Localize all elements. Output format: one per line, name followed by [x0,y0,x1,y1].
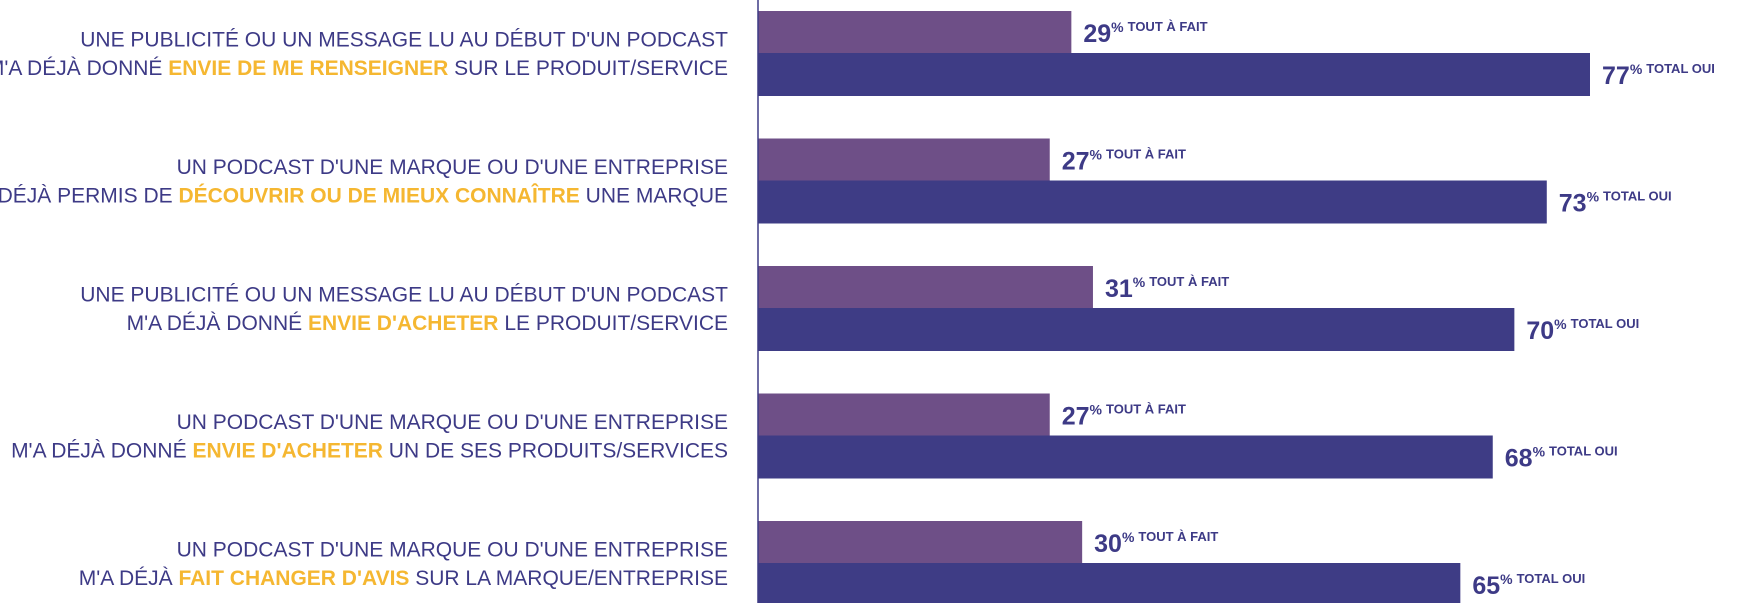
value-unit: % [1533,443,1546,459]
series-name: TOUT À FAIT [1106,147,1186,162]
value-unit: % [1630,61,1643,77]
category-label-line: M'A DÉJÀ FAIT CHANGER D'AVIS SUR LA MARQ… [79,567,728,590]
value-number: 65 [1472,572,1500,600]
bar [758,308,1515,351]
value-label: 31% TOUT À FAIT [1105,274,1229,303]
value-label: 27% TOUT À FAIT [1062,401,1186,430]
series-name: TOTAL OUI [1571,316,1640,331]
bar [758,521,1083,563]
value-label: 77% TOTAL OUI [1602,61,1715,90]
category-label-line: UN PODCAST D'UNE MARQUE OU D'UNE ENTREPR… [177,411,728,434]
category-text: UNE MARQUE [580,184,728,207]
value-number: 68 [1505,444,1533,472]
category-text: SUR LE PRODUIT/SERVICE [448,57,728,80]
series-name: TOTAL OUI [1646,61,1715,76]
value-label: 65% TOTAL OUI [1472,571,1585,600]
series-name: TOUT À FAIT [1128,19,1208,34]
category-text: M'A DÉJÀ [79,567,179,590]
value-unit: % [1090,146,1103,162]
highlight: ENVIE D'ACHETER [308,312,499,335]
highlight: DÉCOUVRIR OU DE MIEUX CONNAÎTRE [178,183,579,207]
value-unit: % [1122,529,1135,545]
value-number: 70 [1526,317,1554,345]
value-number: 27 [1062,402,1090,430]
value-label: 29% TOUT À FAIT [1083,19,1207,48]
value-unit: % [1133,274,1146,290]
series-name: TOUT À FAIT [1138,529,1218,544]
value-number: 77 [1602,62,1630,90]
category-label-line: UN PODCAST D'UNE MARQUE OU D'UNE ENTREPR… [177,539,728,562]
category-text: LE PRODUIT/SERVICE [498,312,728,335]
category-text: SUR LA MARQUE/ENTREPRISE [409,567,728,590]
category-label-line: M'A DÉJÀ DONNÉ ENVIE D'ACHETER UN DE SES… [11,439,728,462]
value-unit: % [1500,571,1513,587]
category-text: UN DE SES PRODUITS/SERVICES [383,439,728,462]
bar [758,53,1590,96]
category-label-line: UN PODCAST D'UNE MARQUE OU D'UNE ENTREPR… [177,156,728,179]
value-label: 73% TOTAL OUI [1559,188,1672,217]
bar [758,11,1072,53]
highlight: FAIT CHANGER D'AVIS [178,567,409,590]
category-label-line: M'A DÉJÀ DONNÉ ENVIE DE ME RENSEIGNER SU… [0,57,728,80]
category-text: M'A DÉJÀ PERMIS DE [0,184,178,207]
value-label: 27% TOUT À FAIT [1062,146,1186,175]
value-number: 29 [1083,20,1111,48]
bar [758,563,1461,603]
value-unit: % [1587,188,1600,204]
series-name: TOUT À FAIT [1106,402,1186,417]
value-number: 27 [1062,147,1090,175]
bar [758,435,1493,479]
series-name: TOTAL OUI [1603,189,1672,204]
value-label: 30% TOUT À FAIT [1094,529,1218,558]
bar [758,393,1050,436]
category-text: M'A DÉJÀ DONNÉ [127,312,308,335]
category-text: M'A DÉJÀ DONNÉ [0,57,168,80]
category-label-line: UNE PUBLICITÉ OU UN MESSAGE LU AU DÉBUT … [80,284,728,307]
bar [758,138,1050,181]
category-text: M'A DÉJÀ DONNÉ [11,439,192,462]
value-unit: % [1554,316,1567,332]
category-label-line: M'A DÉJÀ PERMIS DE DÉCOUVRIR OU DE MIEUX… [0,183,728,207]
bar [758,266,1093,308]
series-name: TOUT À FAIT [1149,274,1229,289]
value-number: 30 [1094,530,1122,558]
category-label-line: M'A DÉJÀ DONNÉ ENVIE D'ACHETER LE PRODUI… [127,312,728,335]
highlight: ENVIE DE ME RENSEIGNER [168,57,448,80]
highlight: ENVIE D'ACHETER [192,439,383,462]
series-name: TOTAL OUI [1517,571,1586,586]
value-label: 68% TOTAL OUI [1505,443,1618,472]
value-number: 73 [1559,189,1587,217]
value-number: 31 [1105,275,1133,303]
value-unit: % [1111,19,1124,35]
bar [758,180,1547,224]
value-unit: % [1090,401,1103,417]
series-name: TOTAL OUI [1549,444,1618,459]
value-label: 70% TOTAL OUI [1526,316,1639,345]
category-label-line: UNE PUBLICITÉ OU UN MESSAGE LU AU DÉBUT … [80,29,728,52]
